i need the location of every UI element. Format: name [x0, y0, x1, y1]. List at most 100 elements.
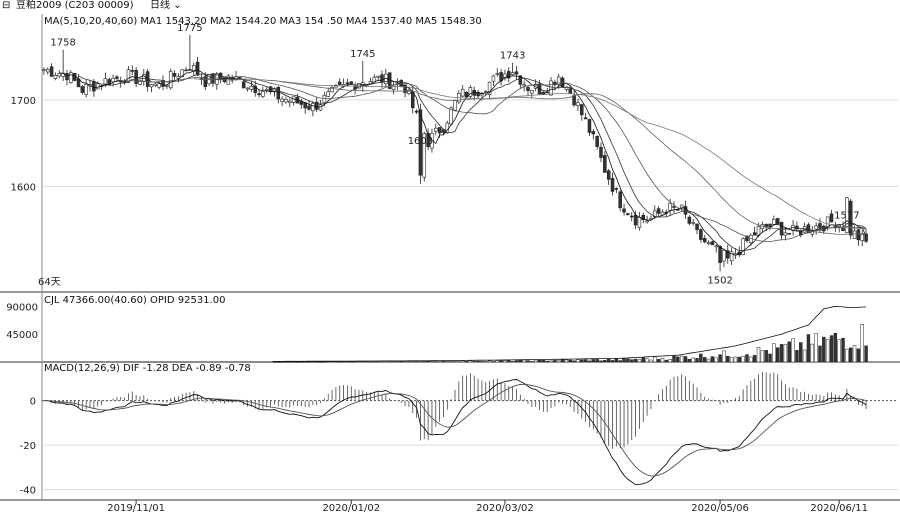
menu-icon[interactable]: ⊟	[2, 0, 11, 11]
candle-body	[587, 119, 592, 133]
candle-body	[422, 133, 427, 178]
candle-body	[65, 73, 69, 81]
candle-body	[380, 74, 384, 83]
candle-body	[848, 200, 853, 236]
candle-body	[856, 229, 861, 241]
candle-body	[568, 88, 573, 95]
volume-bar	[541, 359, 546, 363]
volume-bar	[583, 359, 588, 363]
candle-body	[845, 197, 849, 233]
volume-bar	[288, 361, 292, 363]
volume-bar	[787, 341, 791, 363]
volume-bar	[295, 361, 300, 363]
macd-line	[43, 383, 867, 477]
price-annotation: 1743	[500, 51, 525, 62]
volume-bar	[599, 360, 603, 363]
candle-body	[614, 188, 619, 190]
volume-bar	[814, 333, 818, 363]
price-annotation: 1758	[50, 38, 75, 49]
volume-bar	[307, 361, 311, 363]
candle-body	[345, 82, 350, 85]
candle-body	[733, 253, 738, 256]
candle-body	[518, 75, 523, 85]
volume-bar	[441, 361, 446, 363]
candle-body	[487, 81, 492, 95]
volume-bar	[729, 357, 734, 363]
candle-body	[629, 215, 634, 218]
volume-bar	[464, 361, 469, 363]
period-selector[interactable]: 日线 ⌄	[150, 0, 182, 12]
x-axis: 2019/11/01 2020/01/02 2020/03/02 2020/05/06…	[107, 500, 868, 514]
volume-bar	[484, 361, 488, 363]
candle-body	[245, 87, 250, 90]
volume-bar	[587, 360, 592, 363]
volume-bar	[799, 342, 803, 363]
volume-bar	[403, 361, 407, 363]
volume-bar	[380, 361, 384, 363]
volume-bar	[533, 359, 538, 363]
volume-bar	[576, 359, 580, 363]
candle-body	[741, 238, 745, 256]
volume-bar	[557, 360, 561, 363]
candle-body	[603, 155, 607, 173]
candle-body	[115, 76, 119, 79]
volume-bar	[514, 360, 519, 363]
volume-bar	[495, 360, 499, 363]
volume-bar	[349, 361, 353, 363]
candle-body	[852, 230, 857, 239]
volume-bar	[733, 356, 738, 363]
candle-body	[172, 73, 177, 77]
volume-bar	[353, 361, 357, 363]
volume-bar	[595, 359, 599, 363]
y-tick-label: 1600	[11, 182, 36, 193]
volume-bar	[833, 332, 838, 363]
volume-bar	[645, 358, 649, 363]
volume-bar	[318, 361, 323, 363]
candle-body	[860, 233, 864, 242]
symbol-label[interactable]: 豆粕2009 (C203 00009)	[16, 0, 134, 11]
candle-body	[772, 218, 776, 225]
candle-body	[618, 191, 622, 209]
volume-bar	[476, 361, 480, 363]
candle-body	[326, 91, 330, 97]
candle-body	[530, 90, 534, 94]
candle-body	[583, 117, 588, 120]
candle-body	[307, 105, 311, 110]
volume-bar	[414, 361, 419, 363]
candle-body	[111, 77, 115, 83]
candle-body	[541, 91, 546, 95]
candle-body	[49, 66, 54, 77]
x-tick-label: 2019/11/01	[107, 503, 165, 514]
volume-bar	[480, 361, 484, 363]
candle-body	[280, 98, 284, 103]
candle-body	[699, 229, 703, 240]
candle-body	[702, 238, 707, 243]
candle-body	[491, 75, 496, 82]
volume-bar	[411, 361, 415, 363]
chevron-down-icon: ⌄	[173, 0, 182, 11]
volume-bar	[841, 337, 845, 363]
candle-body	[626, 213, 630, 215]
price-panel: 1600 1700 1758 1775 1745 1743 1603 1577 1502 64天 M…	[11, 16, 868, 288]
volume-bar	[507, 359, 511, 363]
volume-bar	[399, 361, 403, 363]
volume-bar	[745, 354, 749, 363]
days-note: 64天	[38, 277, 61, 288]
candle-body	[92, 81, 96, 92]
candle-body	[337, 81, 342, 85]
y-tick-label: 90000	[6, 302, 38, 313]
volume-bar	[384, 361, 388, 363]
volume-bar	[676, 356, 680, 363]
candle-body	[69, 72, 73, 83]
volume-bar	[806, 334, 811, 363]
candle-body	[668, 202, 672, 211]
volume-bar	[338, 361, 342, 363]
volume-bar	[718, 354, 722, 363]
volume-bar	[345, 361, 350, 363]
candle-body	[284, 99, 288, 103]
volume-bar	[341, 361, 346, 363]
volume-bar	[618, 360, 622, 363]
candle-body	[195, 61, 200, 76]
candle-body	[560, 77, 565, 88]
